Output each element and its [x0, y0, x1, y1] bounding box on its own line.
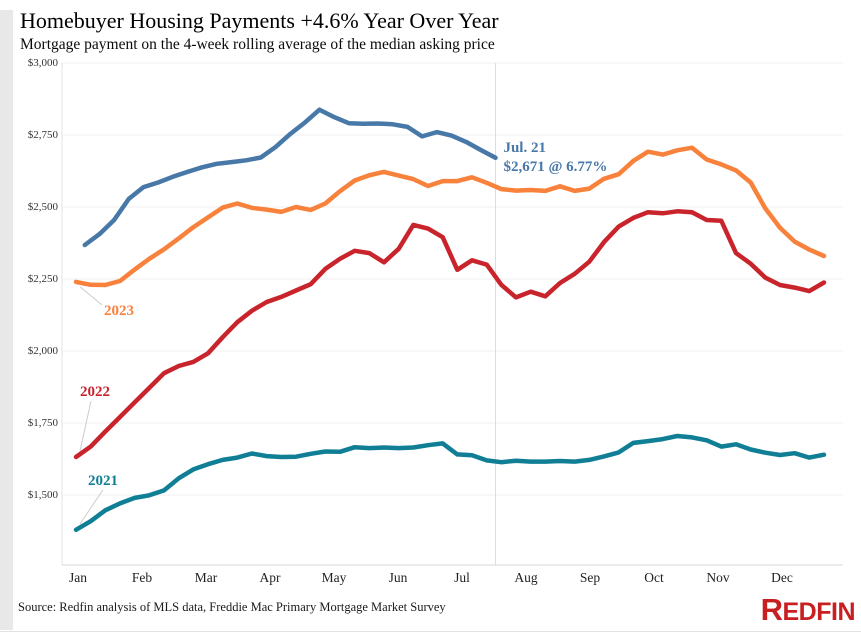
page-edge-strip [0, 10, 13, 630]
y-axis-label: $3,000 [27, 57, 58, 69]
redfin-logo[interactable]: REDFIN [760, 592, 856, 628]
chart-subtitle: Mortgage payment on the 4-week rolling a… [20, 36, 495, 53]
latest-point-annotation: Jul. 21 $2,671 @ 6.77% [503, 139, 607, 177]
annotation-value: $2,671 @ 6.77% [503, 158, 608, 175]
redfin-logo-initial: R [760, 592, 783, 627]
annotation-date: Jul. 21 [503, 139, 546, 156]
series-label-2023: 2023 [104, 302, 134, 319]
x-axis-label: May [321, 570, 347, 585]
footer-divider [0, 631, 861, 632]
series-line-2021[interactable] [73, 433, 827, 533]
x-axis-label: Nov [706, 570, 730, 585]
y-axis-label: $2,250 [27, 273, 58, 285]
y-axis-label: $2,500 [27, 201, 58, 213]
y-axis-label: $2,750 [27, 129, 58, 141]
series-label-2022: 2022 [80, 383, 110, 400]
x-axis-label: Dec [771, 570, 793, 585]
label-leader-line [79, 400, 92, 452]
x-axis-label: Feb [131, 570, 153, 585]
x-axis-label: Jul [454, 570, 470, 585]
x-axis-label: Jun [388, 570, 408, 585]
series-label-2021: 2021 [88, 472, 118, 489]
redfin-logo-text: EDFIN [782, 598, 856, 626]
x-axis-label: Oct [644, 570, 664, 585]
label-leader-line [79, 286, 103, 306]
label-leader-line [79, 489, 104, 525]
chart-title: Homebuyer Housing Payments +4.6% Year Ov… [20, 8, 499, 33]
series-line-2022[interactable] [73, 209, 827, 460]
series-line-2023[interactable] [73, 145, 827, 288]
y-axis-label: $1,750 [27, 417, 58, 429]
y-axis-label: $2,000 [27, 345, 58, 357]
series-line-current-year[interactable] [82, 107, 498, 248]
x-axis-label: Jan [69, 570, 87, 585]
source-attribution: Source: Redfin analysis of MLS data, Fre… [18, 600, 446, 614]
x-axis-label: Mar [194, 570, 218, 585]
x-axis-label: Aug [514, 570, 538, 585]
x-axis-label: Sep [579, 570, 601, 585]
y-axis-label: $1,500 [27, 489, 58, 501]
x-axis-label: Apr [259, 570, 281, 585]
